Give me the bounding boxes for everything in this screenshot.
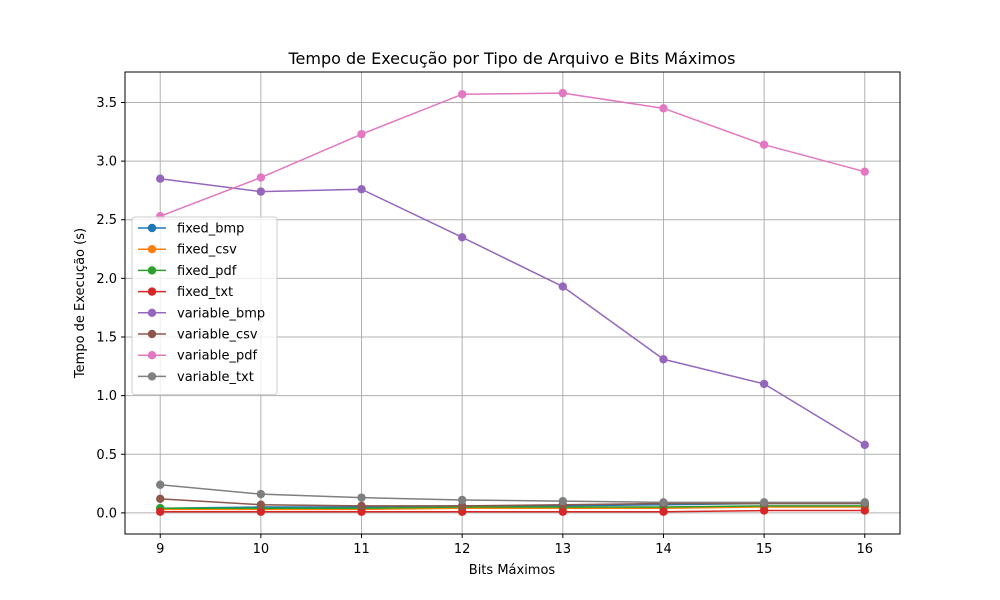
legend-item: variable_csv [138,328,258,343]
data-point [558,88,568,98]
data-point [457,507,467,516]
data-point [256,489,266,499]
data-point [156,480,165,489]
series-variable-pdf [156,88,869,221]
legend-marker [147,245,157,254]
legend-marker [147,266,157,275]
data-point [558,496,568,506]
x-tick-label: 15 [756,542,773,557]
legend-item: variable_pdf [138,349,257,364]
legend-item: fixed_bmp [138,222,244,237]
data-point [558,507,568,516]
chart-title: Tempo de Execução por Tipo de Arquivo e … [287,49,735,68]
x-tick-label: 11 [353,542,370,557]
data-point [357,493,366,502]
legend-label: variable_txt [177,370,254,385]
series-line [160,506,865,511]
y-tick-label: 3.0 [96,155,117,170]
legend-item: variable_txt [138,370,254,385]
axis-ticks: 9 10 11 12 13 14 15 16 0.0 0.5 1.0 1.5 2.0 2.5 3.0 3.5 [96,96,873,557]
data-point [860,498,869,507]
data-point [860,506,869,515]
y-tick-label: 0.5 [96,448,117,463]
grid [125,72,900,534]
x-axis-label: Bits Máximos [469,563,556,578]
legend-label: fixed_txt [177,285,233,300]
legend-label: variable_bmp [177,306,265,321]
data-point [357,507,366,516]
data-point [759,379,769,389]
y-tick-label: 1.0 [96,389,117,404]
series-layer [156,88,869,516]
data-point [759,140,769,149]
series-variable-bmp [156,174,869,450]
data-point [860,440,869,450]
data-point [357,185,366,194]
legend-item: fixed_csv [138,243,237,258]
legend-label: fixed_pdf [177,264,237,279]
y-tick-label: 0.0 [96,506,117,521]
data-point [759,506,769,515]
series-line [160,498,865,507]
legend-marker [147,329,157,339]
data-point [256,173,266,182]
series-line [160,505,865,509]
series-fixed-txt [156,506,869,516]
legend-item: variable_bmp [138,306,265,321]
data-point [256,187,266,196]
legend-item: fixed_txt [138,285,233,300]
x-tick-label: 16 [856,542,873,557]
legend-label: fixed_bmp [177,222,244,237]
series-line [160,484,865,504]
legend-marker [147,351,157,360]
x-tick-label: 12 [454,542,471,557]
data-point [457,90,467,99]
y-tick-label: 2.5 [96,213,117,228]
data-point [860,167,869,176]
legend: fixed_bmp fixed_csv fixed_pdf fixed_txtvari… [131,216,278,396]
data-point [357,501,366,511]
data-point [357,129,366,139]
y-tick-label: 1.5 [96,331,117,346]
plot-frame [124,71,901,535]
y-axis-label: Tempo de Execução (s) [73,228,88,379]
data-point [659,507,668,516]
legend-item: fixed_pdf [138,264,237,279]
data-point [156,507,165,516]
legend-label: variable_pdf [177,349,257,364]
series-variable-txt [156,480,869,507]
legend-marker [147,372,157,381]
x-tick-label: 10 [253,542,270,557]
data-point [256,500,266,509]
x-tick-label: 13 [555,542,572,557]
x-tick-label: 14 [655,542,672,557]
data-point [659,498,668,507]
data-point [659,355,668,364]
legend-box [131,216,278,396]
data-point [457,501,467,511]
y-tick-label: 3.5 [96,96,117,111]
y-tick-label: 2.0 [96,272,117,287]
legend-marker [147,223,157,233]
series-line [160,509,865,513]
data-point [457,233,467,242]
series-line [160,177,866,446]
data-point [156,494,165,504]
legend-marker [147,308,157,317]
data-point [759,498,769,507]
data-point [256,507,266,516]
data-point [457,495,467,505]
data-point [156,174,165,183]
data-point [558,282,568,291]
data-point [659,104,668,113]
series-line [159,92,865,217]
x-tick-label: 9 [156,542,164,557]
legend-marker [147,287,157,296]
legend-label: fixed_csv [177,243,237,258]
legend-label: variable_csv [177,328,258,343]
